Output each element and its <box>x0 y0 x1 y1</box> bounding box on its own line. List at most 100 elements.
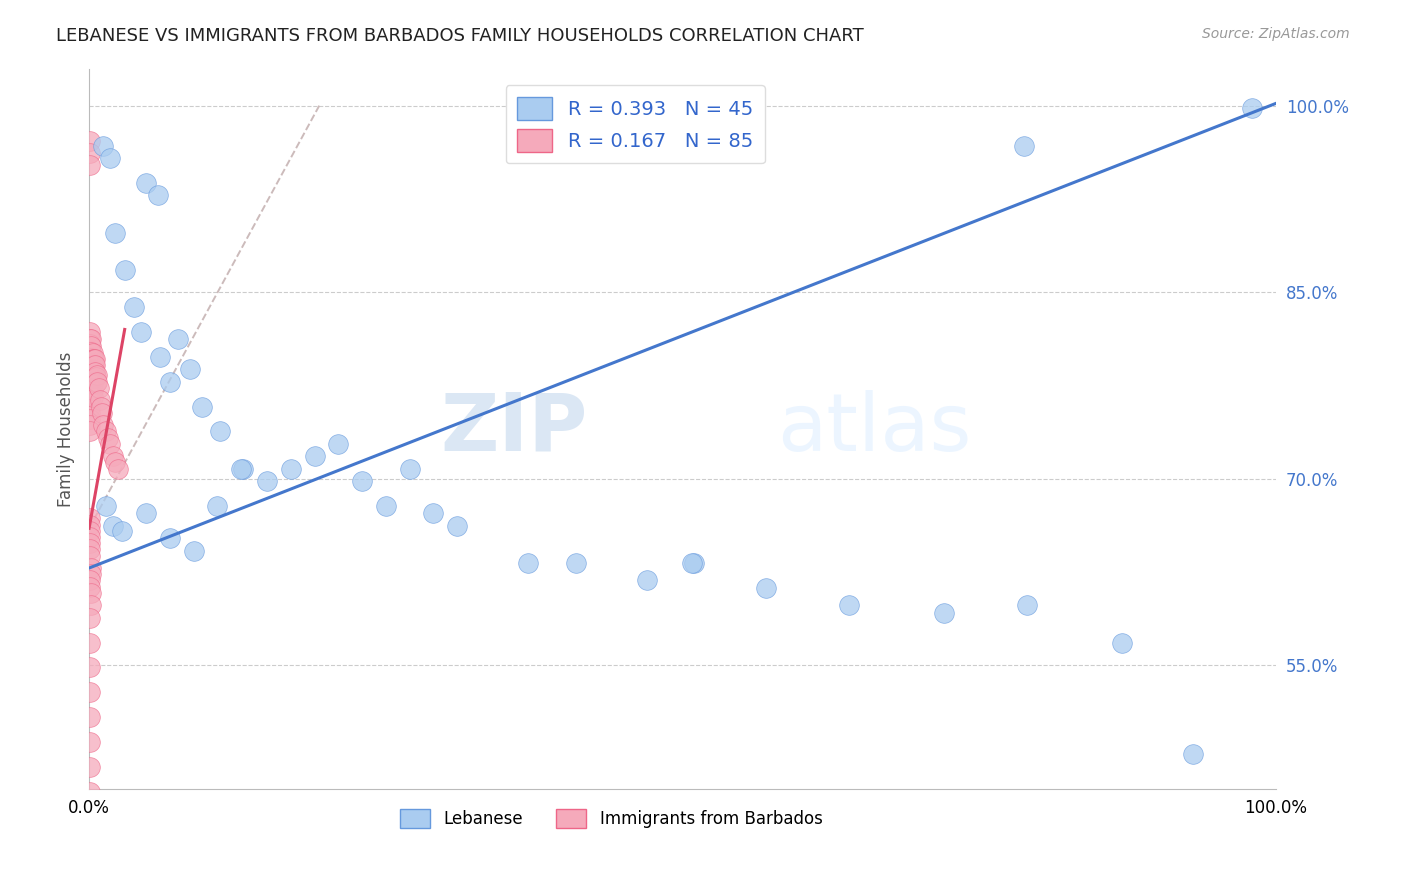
Point <box>79 549 101 563</box>
Point <box>1241 101 1264 115</box>
Point <box>229 461 252 475</box>
Point <box>80 376 103 390</box>
Text: ZIP: ZIP <box>440 390 588 468</box>
Legend: Lebanese, Immigrants from Barbados: Lebanese, Immigrants from Barbados <box>394 803 830 835</box>
Point <box>79 375 101 389</box>
Point <box>232 461 254 475</box>
Point <box>79 332 101 346</box>
Point <box>207 499 229 513</box>
Point <box>80 363 103 377</box>
Point <box>149 350 172 364</box>
Point <box>79 760 101 774</box>
Point <box>79 660 101 674</box>
Point <box>80 338 103 352</box>
Point <box>114 262 136 277</box>
Point <box>79 524 101 538</box>
Point <box>374 499 396 513</box>
Point <box>91 418 114 433</box>
Point <box>79 859 101 873</box>
Point <box>82 352 104 367</box>
Point <box>183 543 205 558</box>
Point <box>517 556 540 570</box>
Point <box>82 371 104 385</box>
Point <box>82 390 104 404</box>
Point <box>304 449 326 463</box>
Point <box>79 511 101 525</box>
Point <box>80 382 103 396</box>
Point <box>79 611 101 625</box>
Point <box>80 388 103 402</box>
Point <box>79 574 101 588</box>
Point <box>79 325 101 339</box>
Point <box>1111 635 1133 649</box>
Point <box>104 226 127 240</box>
Point <box>636 574 658 588</box>
Point <box>100 151 122 165</box>
Point <box>79 146 101 161</box>
Point <box>79 387 101 401</box>
Point <box>79 337 101 351</box>
Point <box>82 346 104 360</box>
Point <box>101 518 124 533</box>
Point <box>564 556 586 570</box>
Text: atlas: atlas <box>778 390 972 468</box>
Point <box>94 425 117 439</box>
Point <box>107 461 129 475</box>
Point <box>82 359 104 373</box>
Point <box>79 635 101 649</box>
Point <box>79 381 101 395</box>
Point <box>167 332 190 346</box>
Point <box>90 400 112 414</box>
Point <box>280 461 302 475</box>
Point <box>83 352 105 367</box>
Point <box>79 412 101 426</box>
Point <box>89 393 111 408</box>
Point <box>256 474 278 488</box>
Point <box>79 785 101 799</box>
Point <box>79 400 101 414</box>
Point <box>79 362 101 376</box>
Point <box>100 437 122 451</box>
Point <box>79 406 101 420</box>
Point <box>79 685 101 699</box>
Point <box>94 499 117 513</box>
Point <box>101 449 124 463</box>
Point <box>1182 747 1205 762</box>
Point <box>79 368 101 383</box>
Point <box>352 474 374 488</box>
Point <box>1015 599 1038 613</box>
Point <box>86 375 108 389</box>
Point <box>111 524 134 538</box>
Point <box>80 357 103 371</box>
Point <box>135 507 157 521</box>
Point <box>79 536 101 550</box>
Point <box>84 369 107 384</box>
Point <box>79 530 101 544</box>
Point <box>87 381 110 395</box>
Point <box>79 735 101 749</box>
Point <box>91 406 114 420</box>
Point <box>84 365 107 379</box>
Point <box>84 352 107 367</box>
Point <box>79 834 101 848</box>
Text: Source: ZipAtlas.com: Source: ZipAtlas.com <box>1202 27 1350 41</box>
Point <box>191 400 214 414</box>
Point <box>84 376 107 390</box>
Point <box>91 138 114 153</box>
Point <box>79 809 101 823</box>
Point <box>79 425 101 439</box>
Point <box>79 393 101 408</box>
Point <box>179 362 201 376</box>
Point <box>80 369 103 384</box>
Point <box>80 344 103 359</box>
Point <box>79 884 101 892</box>
Point <box>398 461 420 475</box>
Point <box>208 425 231 439</box>
Y-axis label: Family Households: Family Households <box>58 351 75 507</box>
Point <box>79 517 101 532</box>
Point <box>79 418 101 433</box>
Point <box>422 507 444 521</box>
Point <box>80 586 103 600</box>
Point <box>79 710 101 724</box>
Point <box>104 455 127 469</box>
